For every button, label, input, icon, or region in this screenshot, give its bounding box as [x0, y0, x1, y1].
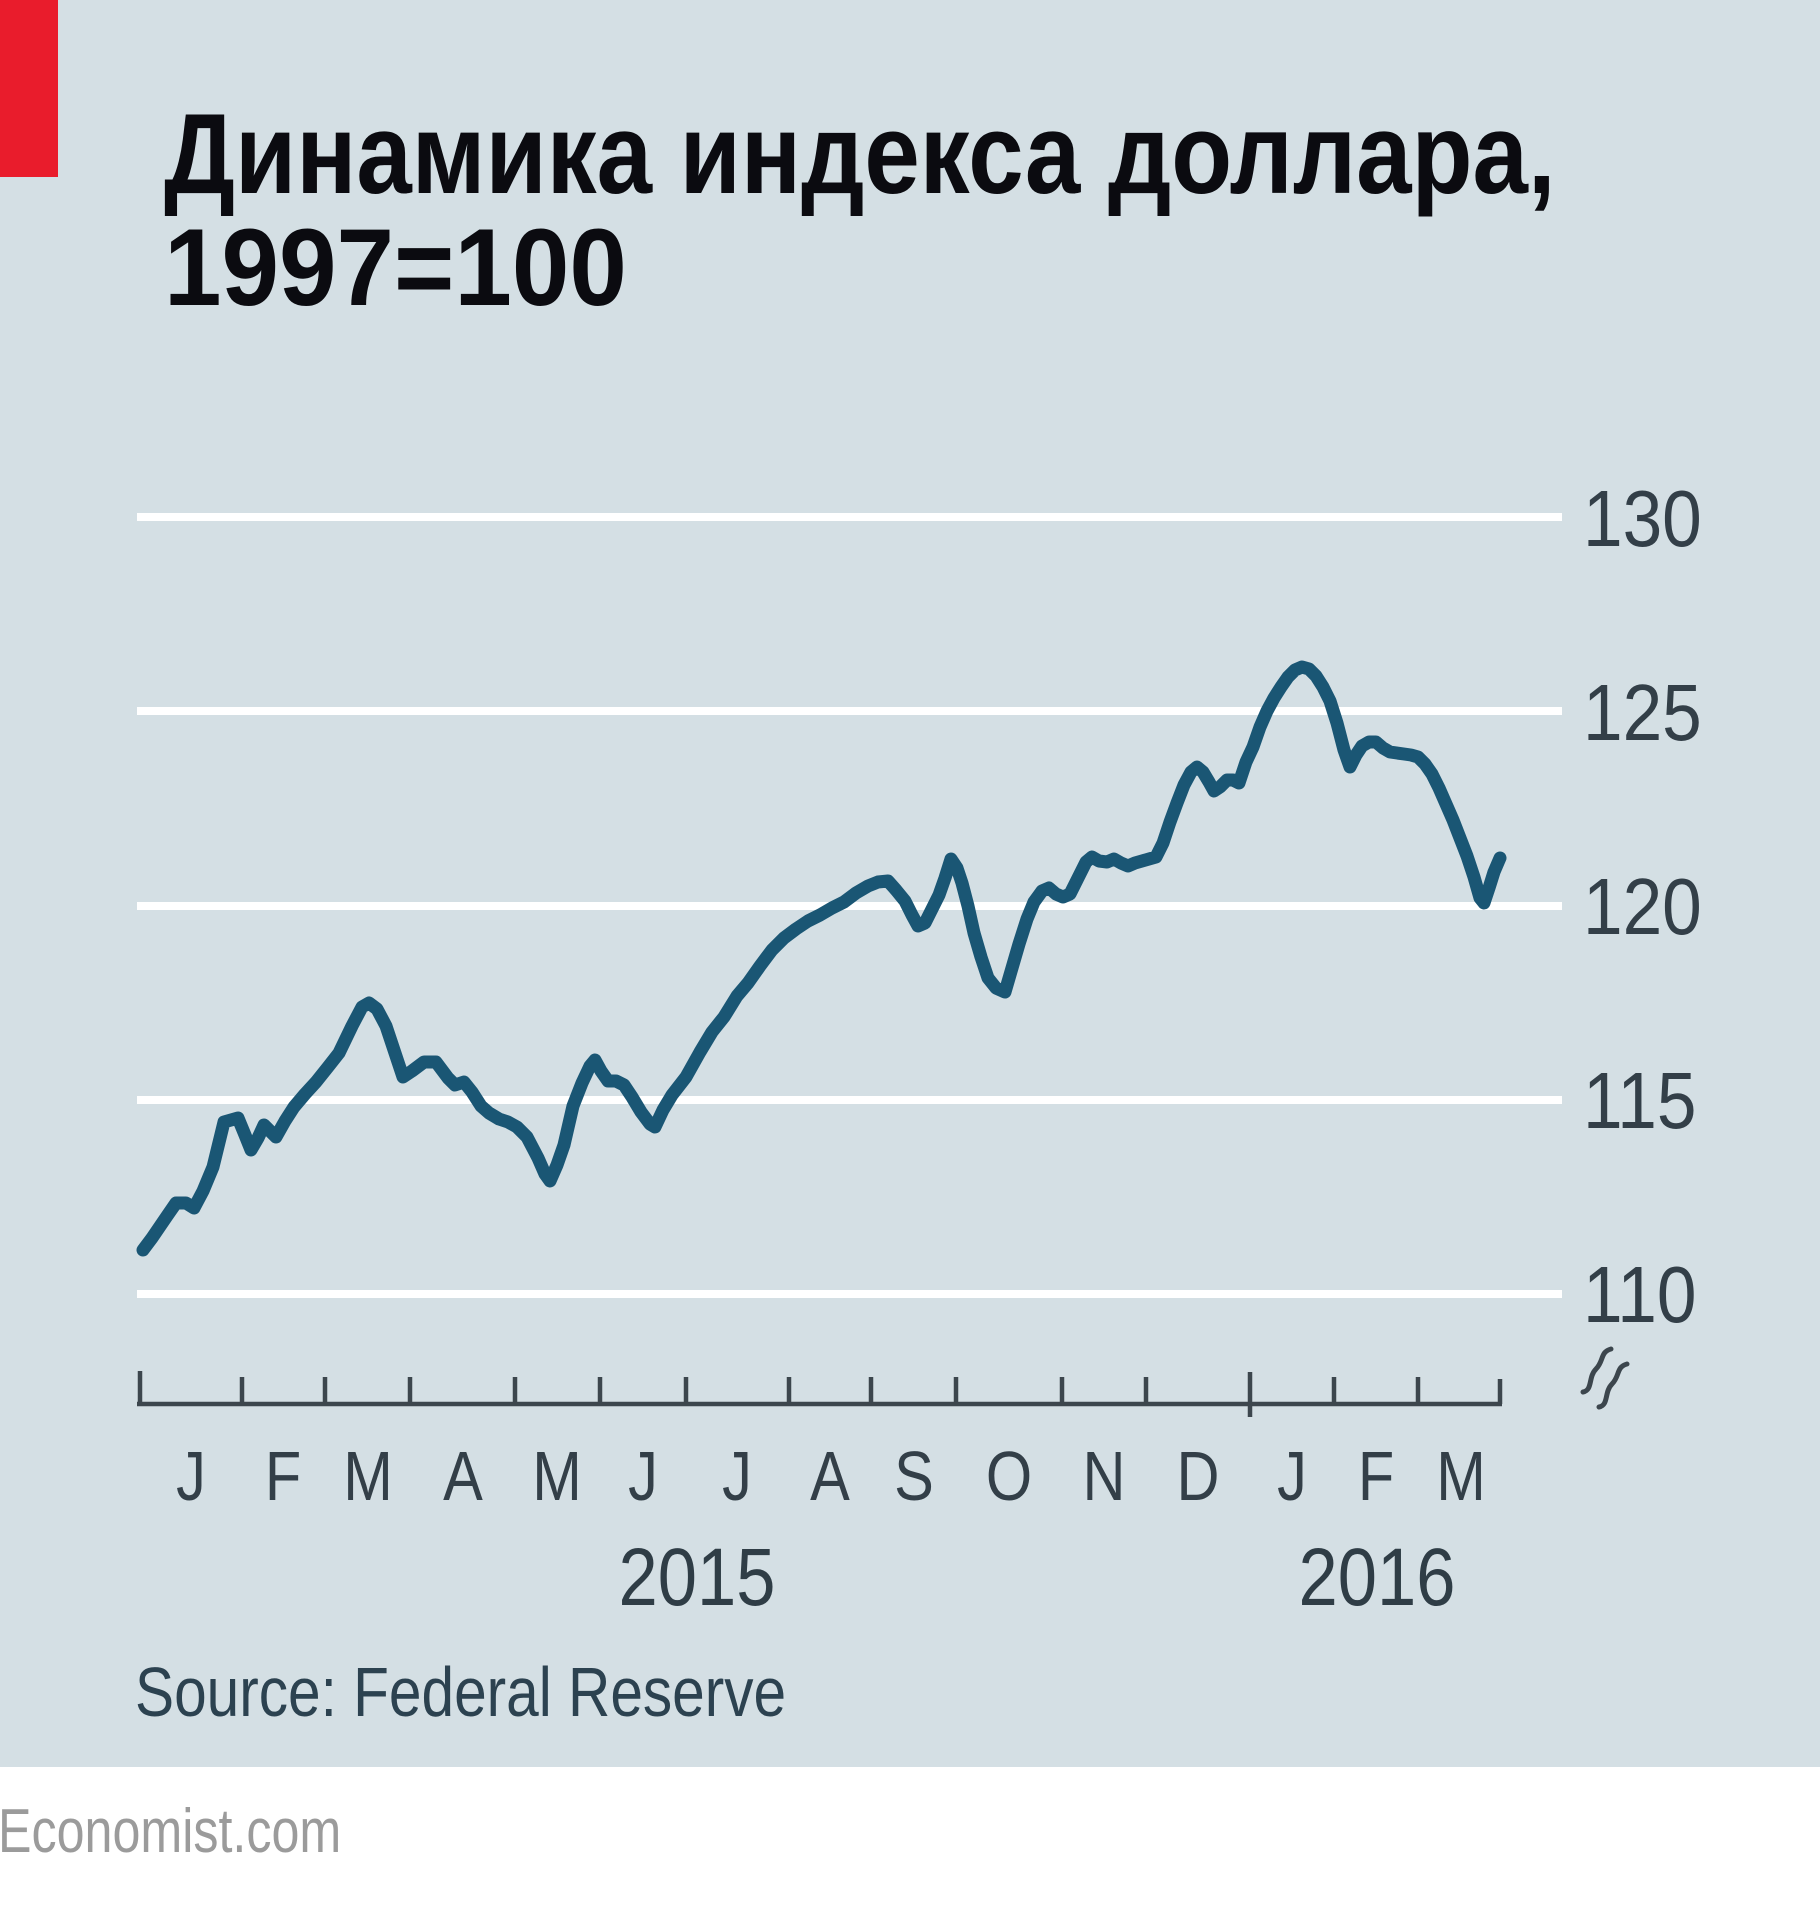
- svg-text:D: D: [1177, 1436, 1220, 1515]
- svg-text:110: 110: [1583, 1250, 1697, 1340]
- svg-text:J: J: [628, 1436, 658, 1515]
- svg-text:O: O: [986, 1436, 1032, 1515]
- svg-text:A: A: [443, 1436, 483, 1515]
- svg-text:J: J: [176, 1436, 206, 1515]
- svg-text:A: A: [810, 1436, 850, 1515]
- svg-text:Source: Federal Reserve: Source: Federal Reserve: [135, 1653, 786, 1731]
- svg-text:115: 115: [1583, 1056, 1697, 1146]
- svg-text:Динамика индекса доллара,: Динамика индекса доллара,: [164, 90, 1556, 218]
- svg-text:S: S: [894, 1436, 934, 1515]
- svg-text:J: J: [1277, 1436, 1307, 1515]
- svg-text:F: F: [265, 1436, 301, 1515]
- svg-text:M: M: [343, 1436, 393, 1515]
- svg-text:Economist.com: Economist.com: [0, 1796, 341, 1865]
- svg-text:2016: 2016: [1299, 1532, 1456, 1623]
- svg-text:125: 125: [1583, 668, 1702, 758]
- svg-text:M: M: [1436, 1436, 1486, 1515]
- svg-text:M: M: [532, 1436, 582, 1515]
- svg-text:1997=100: 1997=100: [164, 205, 627, 329]
- svg-text:120: 120: [1583, 862, 1702, 952]
- svg-text:2015: 2015: [619, 1532, 776, 1623]
- svg-text:N: N: [1083, 1436, 1126, 1515]
- svg-text:J: J: [722, 1436, 752, 1515]
- svg-text:130: 130: [1583, 474, 1702, 564]
- svg-text:F: F: [1358, 1436, 1394, 1515]
